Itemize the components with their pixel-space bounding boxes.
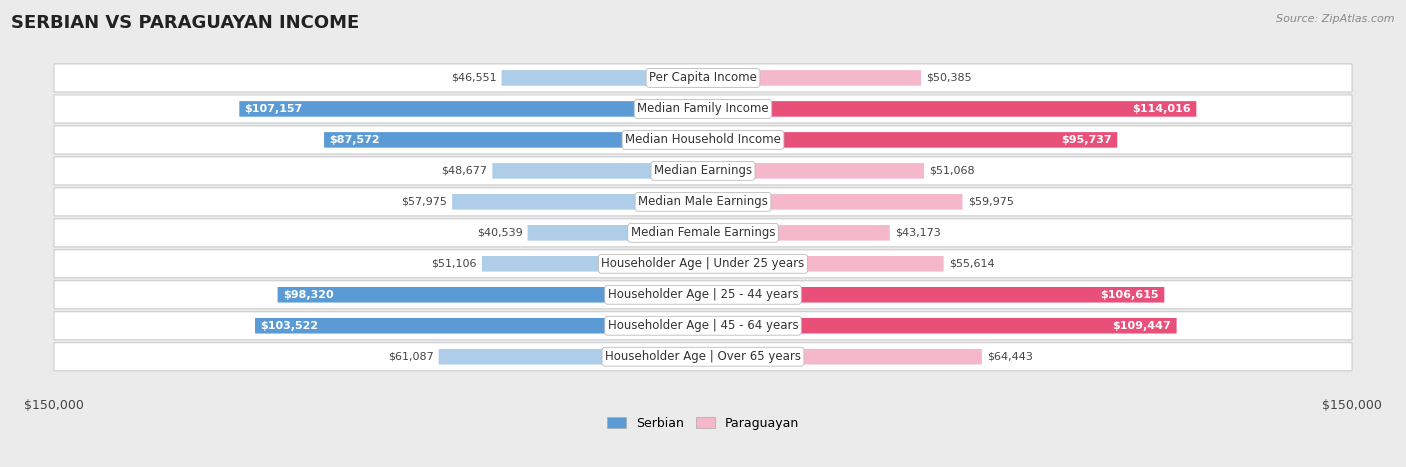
Text: Householder Age | 45 - 64 years: Householder Age | 45 - 64 years — [607, 319, 799, 332]
Text: Householder Age | Over 65 years: Householder Age | Over 65 years — [605, 350, 801, 363]
FancyBboxPatch shape — [254, 318, 703, 333]
FancyBboxPatch shape — [323, 132, 703, 148]
FancyBboxPatch shape — [703, 101, 1197, 117]
Text: $40,539: $40,539 — [477, 228, 523, 238]
Text: $64,443: $64,443 — [987, 352, 1033, 362]
Text: $95,737: $95,737 — [1062, 135, 1112, 145]
FancyBboxPatch shape — [53, 311, 1353, 340]
Text: $59,975: $59,975 — [967, 197, 1014, 207]
FancyBboxPatch shape — [703, 349, 981, 365]
Text: $48,677: $48,677 — [441, 166, 488, 176]
Legend: Serbian, Paraguayan: Serbian, Paraguayan — [602, 412, 804, 435]
Text: Householder Age | 25 - 44 years: Householder Age | 25 - 44 years — [607, 288, 799, 301]
FancyBboxPatch shape — [703, 256, 943, 272]
Text: $61,087: $61,087 — [388, 352, 433, 362]
FancyBboxPatch shape — [53, 343, 1353, 371]
FancyBboxPatch shape — [703, 163, 924, 179]
Text: $114,016: $114,016 — [1133, 104, 1191, 114]
Text: $106,615: $106,615 — [1101, 290, 1159, 300]
FancyBboxPatch shape — [239, 101, 703, 117]
FancyBboxPatch shape — [53, 126, 1353, 154]
Text: $43,173: $43,173 — [896, 228, 941, 238]
Text: Per Capita Income: Per Capita Income — [650, 71, 756, 85]
Text: $51,068: $51,068 — [929, 166, 974, 176]
Text: $107,157: $107,157 — [245, 104, 302, 114]
Text: Median Earnings: Median Earnings — [654, 164, 752, 177]
FancyBboxPatch shape — [53, 95, 1353, 123]
Text: Median Household Income: Median Household Income — [626, 134, 780, 146]
FancyBboxPatch shape — [53, 250, 1353, 278]
FancyBboxPatch shape — [53, 219, 1353, 247]
Text: $51,106: $51,106 — [432, 259, 477, 269]
FancyBboxPatch shape — [482, 256, 703, 272]
FancyBboxPatch shape — [527, 225, 703, 241]
Text: $55,614: $55,614 — [949, 259, 994, 269]
FancyBboxPatch shape — [703, 287, 1164, 303]
FancyBboxPatch shape — [703, 132, 1118, 148]
FancyBboxPatch shape — [53, 157, 1353, 185]
Text: Median Male Earnings: Median Male Earnings — [638, 195, 768, 208]
Text: $98,320: $98,320 — [283, 290, 333, 300]
Text: $103,522: $103,522 — [260, 321, 318, 331]
Text: $50,385: $50,385 — [927, 73, 972, 83]
Text: $109,447: $109,447 — [1112, 321, 1171, 331]
FancyBboxPatch shape — [502, 70, 703, 86]
FancyBboxPatch shape — [53, 188, 1353, 216]
FancyBboxPatch shape — [703, 70, 921, 86]
Text: Median Female Earnings: Median Female Earnings — [631, 226, 775, 239]
FancyBboxPatch shape — [703, 194, 963, 210]
FancyBboxPatch shape — [439, 349, 703, 365]
Text: $46,551: $46,551 — [451, 73, 496, 83]
FancyBboxPatch shape — [277, 287, 703, 303]
Text: SERBIAN VS PARAGUAYAN INCOME: SERBIAN VS PARAGUAYAN INCOME — [11, 14, 360, 32]
Text: Median Family Income: Median Family Income — [637, 102, 769, 115]
FancyBboxPatch shape — [703, 318, 1177, 333]
FancyBboxPatch shape — [492, 163, 703, 179]
FancyBboxPatch shape — [453, 194, 703, 210]
FancyBboxPatch shape — [53, 281, 1353, 309]
Text: $57,975: $57,975 — [401, 197, 447, 207]
FancyBboxPatch shape — [53, 64, 1353, 92]
Text: $87,572: $87,572 — [329, 135, 380, 145]
Text: Householder Age | Under 25 years: Householder Age | Under 25 years — [602, 257, 804, 270]
Text: Source: ZipAtlas.com: Source: ZipAtlas.com — [1277, 14, 1395, 24]
FancyBboxPatch shape — [703, 225, 890, 241]
